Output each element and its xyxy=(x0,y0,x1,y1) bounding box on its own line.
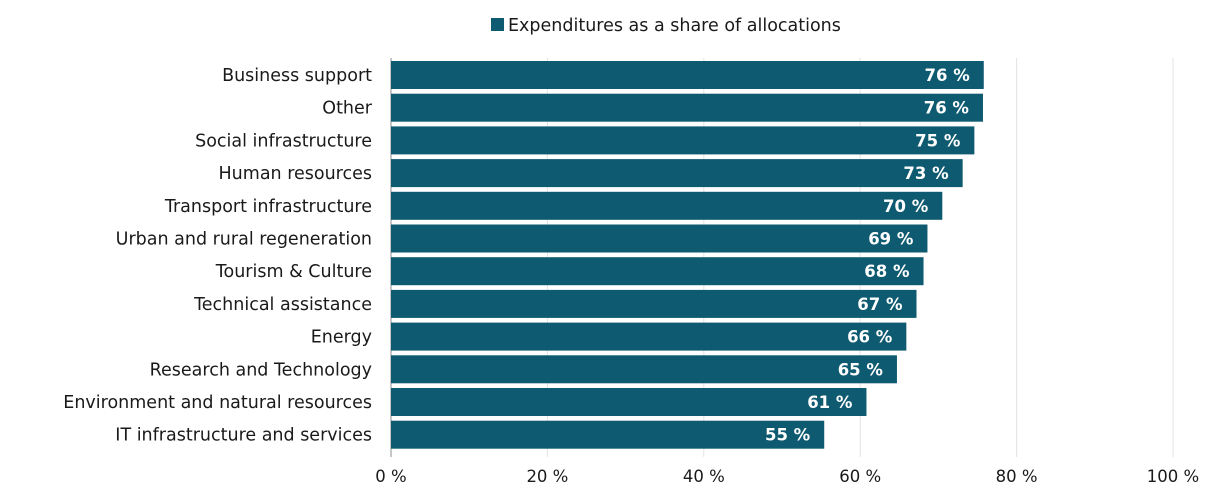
x-tick-label: 60 % xyxy=(839,467,881,486)
bar xyxy=(391,289,917,318)
category-label: Research and Technology xyxy=(150,360,372,380)
bar xyxy=(391,355,897,384)
bar xyxy=(391,93,983,122)
bar xyxy=(391,126,975,155)
bar xyxy=(391,322,907,351)
category-label: Urban and rural regeneration xyxy=(116,230,372,250)
bars: 76 % 76 % 75 % 73 % 70 % 69 % 68 % 67 % 66 % 65 %… xyxy=(391,61,984,449)
category-label: Energy xyxy=(311,328,372,348)
bar xyxy=(391,388,867,416)
bar xyxy=(391,224,928,253)
category-label: Transport infrastructure xyxy=(164,197,372,217)
category-label: Business support xyxy=(222,66,372,86)
legend: Expenditures as a share of allocations xyxy=(491,16,841,36)
x-tick-label: 0 % xyxy=(375,467,406,486)
category-labels: Business support Other Social infrastructu… xyxy=(63,66,373,446)
data-label: 73 % xyxy=(903,164,949,183)
x-tick-label: 40 % xyxy=(683,467,725,486)
data-label: 61 % xyxy=(807,393,853,412)
category-label: Other xyxy=(322,99,372,119)
bar xyxy=(391,191,943,220)
data-label: 68 % xyxy=(864,262,910,281)
x-tick-label: 100 % xyxy=(1147,467,1199,486)
bar xyxy=(391,159,963,188)
category-label: IT infrastructure and services xyxy=(115,426,372,446)
data-label: 67 % xyxy=(857,295,903,314)
data-label: 65 % xyxy=(838,360,884,379)
category-label: Human resources xyxy=(219,164,372,184)
bar xyxy=(391,420,825,449)
data-label: 70 % xyxy=(883,197,929,216)
data-label: 76 % xyxy=(924,99,970,118)
x-tick-label: 80 % xyxy=(996,467,1038,486)
x-tick-labels: 0 % 20 % 40 % 60 % 80 % 100 % xyxy=(375,467,1199,486)
bar xyxy=(391,61,984,89)
category-label: Tourism & Culture xyxy=(215,262,372,282)
legend-swatch xyxy=(491,18,504,31)
category-label: Social infrastructure xyxy=(195,131,372,151)
data-label: 76 % xyxy=(925,66,971,85)
bar xyxy=(391,257,924,286)
data-label: 75 % xyxy=(915,131,961,150)
category-label: Technical assistance xyxy=(193,295,372,315)
x-tick-label: 20 % xyxy=(526,467,568,486)
data-label: 69 % xyxy=(868,230,914,249)
data-label: 55 % xyxy=(765,426,811,445)
data-label: 66 % xyxy=(847,328,893,347)
category-label: Environment and natural resources xyxy=(63,393,372,413)
legend-label: Expenditures as a share of allocations xyxy=(508,16,841,36)
